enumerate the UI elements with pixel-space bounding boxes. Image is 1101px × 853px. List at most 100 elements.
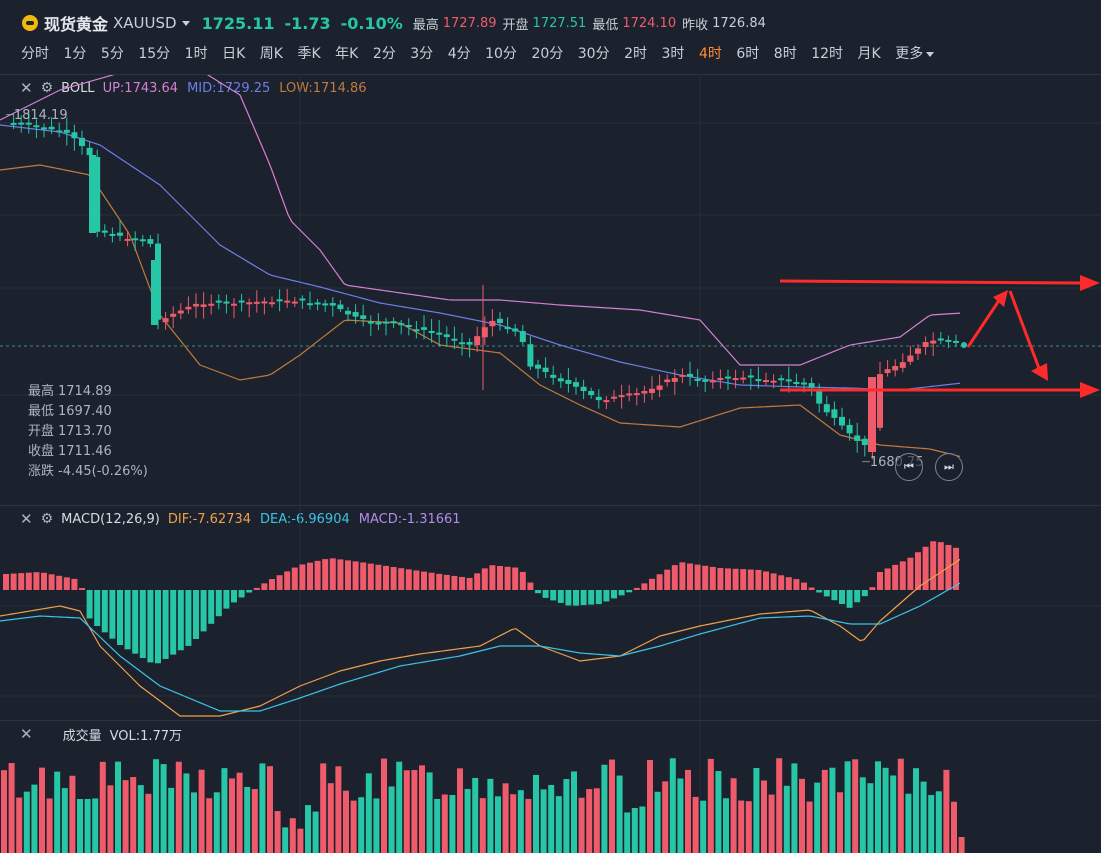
macd-histogram-bar	[41, 572, 47, 590]
close-icon[interactable]: ✕	[20, 510, 33, 528]
volume-bar	[578, 797, 585, 853]
volume-bar	[662, 781, 669, 853]
candle-body	[466, 342, 473, 345]
close-icon[interactable]: ✕	[20, 725, 33, 743]
timeframe-tab[interactable]: 2时	[624, 46, 648, 62]
instrument-code[interactable]: XAUUSD	[113, 14, 177, 32]
macd-dea-value: DEA:-6.96904	[260, 511, 350, 527]
macd-histogram-bar	[922, 546, 929, 590]
macd-histogram-bar	[10, 573, 17, 590]
volume-bar	[563, 779, 570, 853]
volume-bar	[692, 796, 699, 853]
candle-body	[550, 374, 557, 378]
timeframe-tab[interactable]: 2分	[372, 46, 396, 62]
volume-canvas[interactable]	[0, 721, 1101, 853]
instrument-name[interactable]: 现货黄金	[44, 15, 109, 34]
volume-bar	[958, 837, 965, 853]
volume-bar	[723, 798, 729, 853]
candle-body	[253, 301, 260, 304]
low-label: 最低	[592, 17, 619, 33]
macd-histogram-bar	[816, 590, 823, 593]
timeframe-tab[interactable]: 12时	[811, 46, 844, 62]
arrow-head	[1080, 275, 1100, 291]
volume-bar	[381, 758, 387, 853]
settings-gear-icon[interactable]: ⚙	[40, 511, 54, 527]
timeframe-tab[interactable]: 4分	[447, 46, 471, 62]
timeframe-tab[interactable]: 5分	[100, 46, 124, 62]
volume-name: 成交量	[62, 728, 102, 744]
timeframe-tab[interactable]: 15分	[138, 46, 171, 62]
macd-dif-value: DIF:-7.62734	[167, 511, 252, 527]
volume-bar	[928, 795, 935, 853]
macd-canvas[interactable]	[0, 506, 1101, 720]
candle-body	[687, 373, 693, 377]
macd-histogram-bar	[291, 567, 298, 590]
macd-histogram-bar	[641, 583, 648, 590]
candle-body	[755, 379, 762, 382]
candle-body	[56, 130, 63, 133]
timeframe-tab[interactable]: 20分	[531, 46, 564, 62]
resistance-line	[779, 279, 1083, 285]
volume-bar	[99, 761, 106, 853]
more-dropdown-caret-icon	[926, 51, 935, 57]
volume-bar	[875, 761, 881, 853]
timeframe-tab[interactable]: 月K	[857, 46, 881, 62]
volume-bar	[753, 768, 760, 853]
candle-body	[915, 348, 921, 354]
timeframe-tab[interactable]: 分时	[21, 46, 49, 62]
timeframe-tab[interactable]: 3时	[661, 46, 685, 62]
macd-histogram-bar	[603, 590, 610, 602]
macd-histogram-bar	[755, 569, 762, 590]
timeframe-tab[interactable]: 日K	[222, 46, 246, 62]
timeframe-tab[interactable]: 周K	[259, 46, 283, 62]
candle-body	[215, 300, 222, 303]
timeframe-tab[interactable]: 10分	[485, 46, 517, 62]
tooltip-open-label: 开盘	[28, 424, 55, 439]
price-chart-canvas[interactable]	[0, 75, 1101, 505]
macd-histogram-bar	[261, 583, 268, 590]
price-chart-pane[interactable]: ✕ ⚙ BOLL UP:1743.64 MID:1729.25 LOW:1714…	[0, 75, 1101, 505]
candle-body	[573, 382, 579, 387]
macd-histogram-bar	[307, 562, 313, 590]
instrument-dropdown-caret-icon[interactable]	[181, 20, 190, 26]
volume-bar	[517, 790, 524, 853]
timeframe-tab[interactable]: 6时	[736, 46, 760, 62]
macd-histogram-bar	[542, 590, 549, 598]
rewind-button[interactable]: ⏮	[895, 453, 923, 481]
macd-histogram-bar	[717, 568, 724, 590]
volume-bar	[890, 775, 897, 853]
timeframe-tab[interactable]: 30分	[577, 46, 610, 62]
candle-body	[238, 300, 245, 303]
candle-body	[443, 334, 450, 338]
volume-bar	[806, 801, 813, 853]
close-icon[interactable]: ✕	[20, 79, 33, 97]
volume-bar	[905, 793, 912, 853]
macd-histogram-bar	[884, 568, 891, 590]
macd-histogram-bar	[839, 590, 845, 604]
candle-body	[512, 328, 519, 332]
timeframe-tab[interactable]: 季K	[297, 46, 321, 62]
volume-bar	[502, 783, 509, 853]
high-value: 1727.89	[442, 15, 497, 31]
macd-histogram-bar	[276, 575, 283, 590]
settings-gear-icon[interactable]: ⚙	[40, 80, 54, 96]
macd-histogram-bar	[413, 570, 420, 590]
timeframe-tab[interactable]: 年K	[335, 46, 359, 62]
candle-body	[139, 239, 146, 242]
macd-histogram-bar	[801, 582, 807, 590]
volume-bar	[115, 761, 121, 853]
skip-forward-button[interactable]: ⏭	[935, 453, 963, 481]
timeframe-tab[interactable]: 8时	[773, 46, 797, 62]
candle-body	[10, 122, 17, 125]
gold-coin-icon	[22, 15, 38, 31]
timeframe-tab[interactable]: 1时	[184, 46, 208, 62]
timeframe-tab[interactable]: 4时	[698, 46, 722, 62]
volume-bar	[624, 812, 631, 853]
more-timeframes-button[interactable]: 更多	[895, 43, 935, 63]
macd-histogram-bar	[124, 590, 131, 650]
timeframe-tab[interactable]: 3分	[410, 46, 434, 62]
timeframe-tab[interactable]: 1分	[63, 46, 87, 62]
macd-histogram-bar	[208, 590, 215, 624]
candle-body	[390, 321, 397, 324]
candle-body	[337, 304, 344, 310]
